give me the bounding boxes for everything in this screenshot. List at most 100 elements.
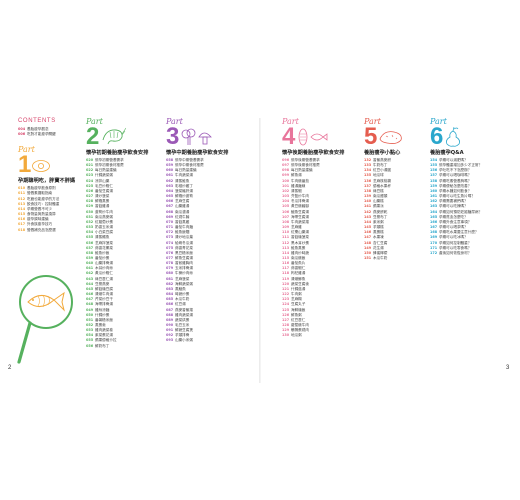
toc-page-number: 058 — [166, 158, 174, 162]
toc-entry: 140 山藥糕 — [364, 199, 424, 204]
toc-entry: 016 瘦孕調味建議 — [18, 217, 76, 222]
toc-page-number: 168 — [430, 230, 438, 235]
toc-entry-text: 紅蘿蔔炒蛋 — [95, 219, 113, 224]
toc-entry-text: 養胎瘦孕觀念 — [27, 127, 49, 131]
toc-entry-text: 香菇蒸雞 — [175, 219, 190, 224]
toc-entry-text: 芝麻雞 — [291, 225, 302, 230]
toc-entry-text: 鱸魚豆腐湯 — [291, 209, 309, 214]
toc-entry: 004 養胎瘦孕觀念 — [18, 127, 76, 132]
toc-page-number: 012 — [18, 196, 26, 201]
toc-entry: 097 懷孕後期食材推薦 — [282, 163, 358, 168]
toc-entry-text: 枸杞雞湯 — [291, 271, 306, 276]
toc-page-number: 097 — [282, 163, 290, 168]
toc-entry: 018 營養補充品怎麼選 — [18, 228, 76, 233]
part-6-label: Part — [430, 117, 447, 126]
toc-page-number: 165 — [430, 214, 438, 219]
toc-page-number: 170 — [430, 240, 438, 245]
toc-entry-text: 懷孕後期食材推薦 — [291, 163, 320, 168]
toc-page-number: 046 — [86, 292, 94, 297]
toc-page-number: 051 — [86, 317, 94, 322]
toc-page-number: 028 — [86, 199, 94, 204]
toc-entry: 092 芋頭排骨 — [166, 333, 252, 338]
toc-entry-text: 香蕉燕麥餅 — [373, 158, 391, 162]
toc-page-number: 036 — [86, 240, 94, 245]
toc-entry: 039 番茄炒蛋 — [86, 256, 162, 261]
toc-page-number: 062 — [166, 178, 174, 183]
toc-entry: 085 木瓜牛奶 — [166, 297, 252, 302]
toc-entry: 062 清蒸鮭魚 — [166, 179, 252, 184]
part-1-items: 010 養胎瘦孕飲食原則 011 營養素攝取指南 012 吃飽也能瘦孕的方法 013 飲食技巧… — [18, 186, 76, 232]
toc-entry-text: 蘋果優格沙拉 — [95, 338, 117, 343]
toc-entry: 014 孕期營養不可少 — [18, 207, 76, 212]
toc-entry: 133 牛奶布丁 — [364, 163, 424, 168]
toc-entry-text: 蛤蜊冬瓜湯 — [175, 240, 193, 245]
toc-page-number: 090 — [166, 323, 174, 327]
toc-page-number: 118 — [282, 271, 290, 276]
toc-entry-text: 懷孕體重增加多少才正常？ — [439, 163, 483, 168]
toc-page-number: 038 — [86, 250, 94, 255]
toc-entry-text: 懷孕後期營養需求 — [291, 158, 320, 162]
part-2-label: Part — [86, 117, 103, 126]
toc-entry: 079 玉米排骨湯 — [166, 266, 252, 271]
toc-entry: 054 紫菜蛋花湯 — [86, 333, 162, 338]
toc-page-number: 172 — [430, 250, 438, 255]
toc-page-number: 134 — [364, 168, 372, 173]
toc-page-number: 021 — [86, 163, 94, 168]
toc-entry: 108 牛肉蔬菜捲 — [282, 220, 358, 225]
toc-page-number: 027 — [86, 194, 94, 199]
toc-page-number: 086 — [166, 302, 174, 307]
book-gutter — [259, 118, 261, 383]
toc-entry: 105 黃豆燉豬腳 — [282, 204, 358, 209]
toc-entry: 044 豆漿燕麥 — [86, 282, 162, 287]
toc-entry: 113 鮭魚蒸蛋 — [282, 246, 358, 251]
toc-entry-text: 番薯糙米飯 — [95, 317, 113, 322]
toc-entry: 151 木瓜牛奶 — [364, 256, 424, 261]
toc-entry: 028 鮮蝦蒸蛋 — [86, 199, 162, 204]
toc-entry-text: 南瓜饅頭 — [373, 194, 388, 199]
toc-page-number: 075 — [166, 245, 174, 250]
toc-page-number: 144 — [364, 219, 372, 224]
toc-page-number: 023 — [86, 173, 94, 178]
toc-entry-text: 豆漿布丁 — [373, 214, 388, 219]
toc-entry: 103 芥藍炒牛肉 — [282, 194, 358, 199]
toc-entry: 059 懷孕中期食材推薦 — [166, 163, 252, 168]
toc-entry: 154 孕期可以減肥嗎？ — [430, 158, 512, 163]
toc-page-number: 029 — [86, 204, 94, 209]
toc-entry: 143 豆漿布丁 — [364, 215, 424, 220]
toc-page-number: 146 — [364, 230, 372, 235]
toc-page-number: 092 — [166, 333, 174, 338]
toc-entry-text: 菠菜豬肝湯 — [175, 188, 193, 193]
part-3-title: 懷孕中期養胎瘦孕飲食安排 — [166, 150, 229, 156]
toc-entry-text: 鮭魚蒸蛋 — [291, 245, 306, 250]
toc-entry-text: 孕期營養不可少 — [27, 206, 53, 211]
toc-entry-text: 山藥排骨湯 — [95, 261, 113, 266]
toc-page-number: 022 — [86, 168, 94, 173]
toc-page-number: 122 — [282, 292, 290, 297]
toc-entry-text: 番茄魚片 — [291, 261, 306, 266]
toc-entry-text: 蒜香花椰菜 — [95, 245, 113, 250]
toc-page-number: 159 — [430, 183, 438, 188]
toc-entry-text: 花生湯 — [373, 245, 384, 250]
toc-entry-text: 清炒地瓜葉 — [175, 235, 193, 240]
part-3-label: Part — [166, 117, 183, 126]
toc-page-number: 151 — [364, 255, 372, 260]
toc-page-number: 132 — [364, 158, 372, 162]
toc-page-number: 110 — [282, 230, 290, 235]
toc-entry: 067 山藥雞湯 — [166, 204, 252, 209]
toc-entry: 017 外食族瘦孕技巧 — [18, 222, 76, 227]
toc-entry-text: 鮮魚豆腐湯 — [175, 255, 193, 260]
toc-entry: 126 鮮魚粥 — [282, 313, 358, 318]
toc-page-number: 147 — [364, 235, 372, 240]
toc-entry-text: 杏仁豆腐 — [373, 240, 388, 245]
toc-entry-text: 清蒸鱈魚 — [95, 235, 110, 240]
toc-entry-text: 海帶豆腐湯 — [291, 214, 309, 219]
toc-entry-text: 紅棗山藥湯 — [291, 230, 309, 235]
toc-entry-text: 飲食技巧：控制體重 — [27, 201, 60, 206]
toc-page-number: 140 — [364, 199, 372, 204]
toc-entry-text: 木瓜牛奶 — [373, 255, 388, 260]
toc-entry: 101 雞湯麵線 — [282, 184, 358, 189]
toc-entry-text: 牛奶布丁 — [373, 163, 388, 168]
toc-page-number: 102 — [282, 188, 290, 193]
toc-page-number: 161 — [430, 194, 438, 199]
toc-entry-text: 懷孕中期營養需求 — [175, 158, 204, 162]
